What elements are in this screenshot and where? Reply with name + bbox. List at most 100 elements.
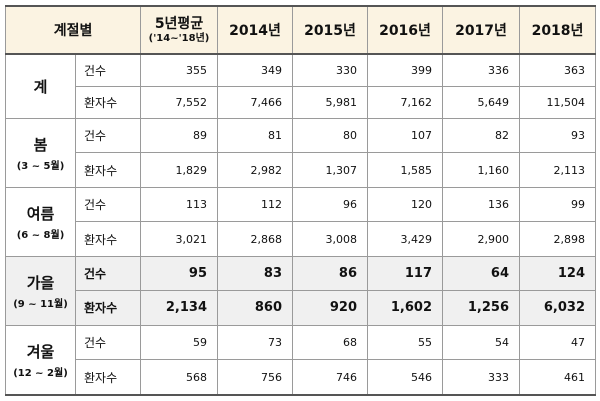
table-cell: 82 <box>442 117 521 154</box>
table-cell: 2,900 <box>442 221 521 257</box>
table-cell: 11,504 <box>519 86 597 119</box>
table-cell: 113 <box>140 186 219 223</box>
metric-label: 환자수 <box>74 359 142 397</box>
table-cell: 756 <box>217 359 294 397</box>
header-season: 계절별 <box>4 5 142 55</box>
table-cell: 81 <box>217 117 294 154</box>
season-cell-winter: 겨울 (12 ~ 2월) <box>5 324 76 396</box>
table-cell: 1,585 <box>367 152 444 188</box>
table-cell: 568 <box>140 359 219 397</box>
metric-label: 환자수 <box>74 86 142 119</box>
header-2018: 2018년 <box>519 5 597 55</box>
table-row: 계 건수 355 349 330 399 336 363 <box>5 53 597 119</box>
table-cell: 107 <box>367 117 444 154</box>
season-name: 겨울 <box>26 342 55 361</box>
table-cell: 47 <box>519 324 597 361</box>
table-cell: 5,981 <box>292 86 369 119</box>
table-cell: 64 <box>442 255 521 292</box>
season-name: 가을 <box>26 273 55 292</box>
table-cell: 96 <box>292 186 369 223</box>
table-cell: 99 <box>519 186 597 223</box>
season-range: (3 ~ 5월) <box>16 160 65 172</box>
table-cell: 136 <box>442 186 521 223</box>
header-5yr-average: 5년평균 ('14~'18년) <box>140 5 219 55</box>
header-2017: 2017년 <box>442 5 521 55</box>
table-cell: 54 <box>442 324 521 361</box>
table-cell: 2,868 <box>217 221 294 257</box>
header-2014: 2014년 <box>217 5 294 55</box>
header-2016: 2016년 <box>367 5 444 55</box>
table-row: 환자수 3,021 2,868 3,008 3,429 2,900 2,898 <box>6 221 597 257</box>
table-cell: 1,602 <box>367 290 444 326</box>
table-cell: 89 <box>140 117 219 154</box>
table-row: 겨울 (12 ~ 2월) 건수 59 73 68 55 54 47 <box>5 324 597 396</box>
metric-label: 건수 <box>74 324 142 361</box>
season-range: (6 ~ 8월) <box>16 229 65 241</box>
table-cell: 349 <box>217 53 294 88</box>
season-range: (9 ~ 11월) <box>13 298 68 310</box>
table-cell: 920 <box>292 290 369 326</box>
table-row-highlighted: 가을 (9 ~ 11월) 건수 95 83 86 117 64 124 <box>5 255 597 326</box>
table-cell: 461 <box>519 359 597 397</box>
table-cell: 3,429 <box>367 221 444 257</box>
header-5yr-average-label: 5년평균 <box>154 16 204 32</box>
table-cell: 1,307 <box>292 152 369 188</box>
table-row: 환자수 1,829 2,982 1,307 1,585 1,160 2,113 <box>6 152 597 188</box>
table-cell: 95 <box>140 255 219 292</box>
season-cell-autumn: 가을 (9 ~ 11월) <box>5 255 76 326</box>
table-cell: 2,898 <box>519 221 597 257</box>
season-cell-total: 계 <box>5 53 76 119</box>
table-cell: 3,021 <box>140 221 219 257</box>
table-row: 환자수 568 756 746 546 333 461 <box>6 359 597 397</box>
table-cell: 59 <box>140 324 219 361</box>
table-cell: 336 <box>442 53 521 88</box>
metric-label: 건수 <box>74 117 142 154</box>
seasonal-statistics-table: 계절별 5년평균 ('14~'18년) 2014년 2015년 2016년 20… <box>4 5 597 397</box>
table-cell: 2,982 <box>217 152 294 188</box>
table-cell: 55 <box>367 324 444 361</box>
table-cell: 5,649 <box>442 86 521 119</box>
table-cell: 68 <box>292 324 369 361</box>
table-cell: 746 <box>292 359 369 397</box>
table-row: 봄 (3 ~ 5월) 건수 89 81 80 107 82 93 <box>5 117 597 188</box>
table-row: 여름 (6 ~ 8월) 건수 113 112 96 120 136 99 <box>5 186 597 257</box>
header-row: 계절별 5년평균 ('14~'18년) 2014년 2015년 2016년 20… <box>4 5 597 55</box>
header-2015: 2015년 <box>292 5 369 55</box>
table-cell: 399 <box>367 53 444 88</box>
metric-label: 건수 <box>74 255 142 292</box>
table-row: 환자수 7,552 7,466 5,981 7,162 5,649 11,504 <box>6 86 597 119</box>
table-cell: 1,256 <box>442 290 521 326</box>
table-cell: 120 <box>367 186 444 223</box>
table-cell: 7,162 <box>367 86 444 119</box>
table-cell: 330 <box>292 53 369 88</box>
table-cell: 3,008 <box>292 221 369 257</box>
table-cell: 1,160 <box>442 152 521 188</box>
table-cell: 93 <box>519 117 597 154</box>
metric-label: 환자수 <box>74 152 142 188</box>
table-cell: 7,552 <box>140 86 219 119</box>
metric-label: 건수 <box>74 53 142 88</box>
table-cell: 1,829 <box>140 152 219 188</box>
table-cell: 112 <box>217 186 294 223</box>
table-cell: 117 <box>367 255 444 292</box>
table-cell: 6,032 <box>519 290 597 326</box>
metric-label: 환자수 <box>74 290 142 326</box>
table-cell: 2,134 <box>140 290 219 326</box>
table-row-highlighted: 환자수 2,134 860 920 1,602 1,256 6,032 <box>6 290 597 326</box>
season-table-container: 계절별 5년평균 ('14~'18년) 2014년 2015년 2016년 20… <box>4 5 597 397</box>
header-5yr-average-range: ('14~'18년) <box>148 33 210 44</box>
table-cell: 2,113 <box>519 152 597 188</box>
season-cell-spring: 봄 (3 ~ 5월) <box>5 117 76 188</box>
table-cell: 363 <box>519 53 597 88</box>
season-cell-summer: 여름 (6 ~ 8월) <box>5 186 76 257</box>
season-name: 계 <box>33 77 48 96</box>
metric-label: 건수 <box>74 186 142 223</box>
table-cell: 333 <box>442 359 521 397</box>
table-cell: 355 <box>140 53 219 88</box>
table-cell: 83 <box>217 255 294 292</box>
season-name: 봄 <box>33 135 48 154</box>
metric-label: 환자수 <box>74 221 142 257</box>
table-cell: 73 <box>217 324 294 361</box>
table-cell: 860 <box>217 290 294 326</box>
season-range: (12 ~ 2월) <box>13 367 68 379</box>
